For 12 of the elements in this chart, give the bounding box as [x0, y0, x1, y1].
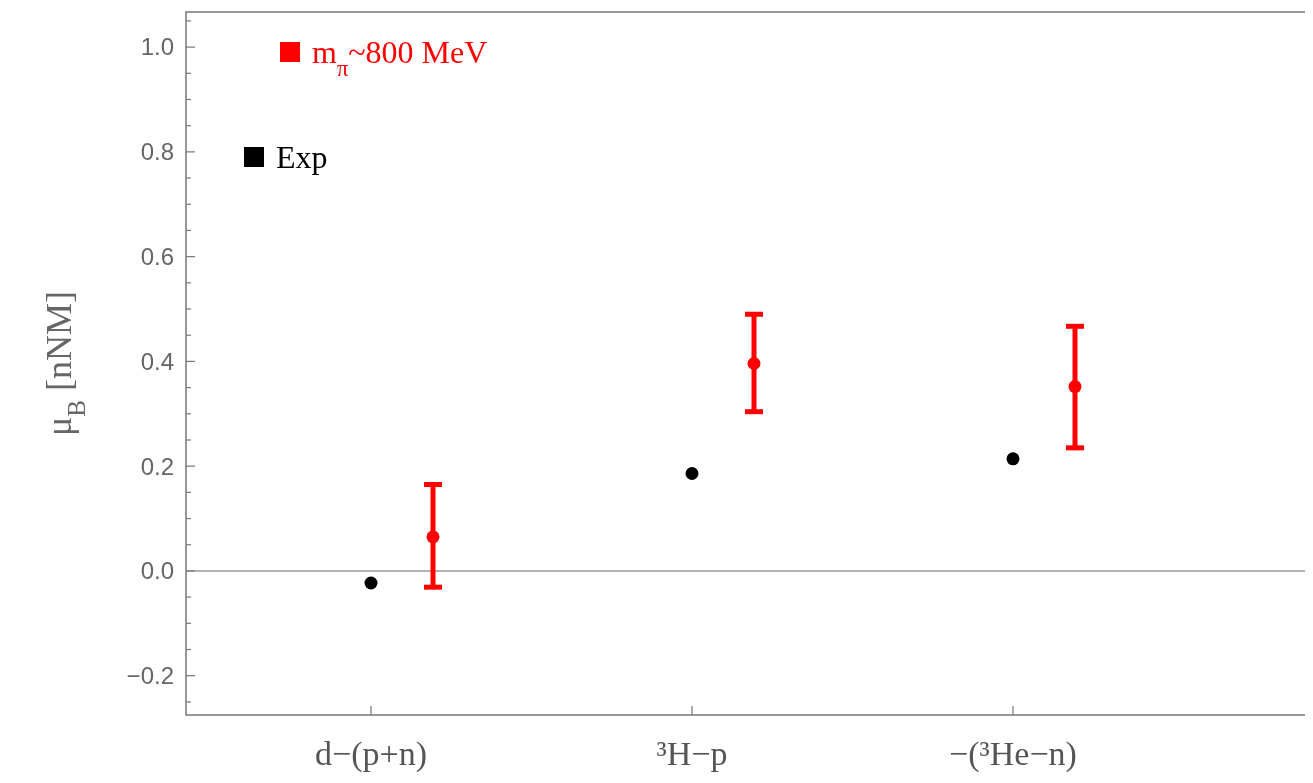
x-tick-label: d−(p+n)	[315, 735, 427, 773]
y-tick-label: 0.4	[140, 347, 174, 375]
y-tick-label: 0.0	[140, 557, 174, 585]
y-tick-label: 1.0	[140, 33, 174, 61]
y-tick-label: 0.8	[140, 138, 174, 166]
legend-label: m$_{π}$~800 MeV	[312, 34, 488, 81]
legend-label: Exp	[276, 139, 328, 176]
y-tick-label: 0.2	[140, 452, 174, 480]
x-tick-label: ³H−p	[656, 735, 728, 772]
x-tick-label: −(³He−n)	[949, 735, 1077, 773]
y-tick-label: −0.2	[126, 662, 174, 690]
y-tick-label: 0.6	[140, 243, 174, 271]
